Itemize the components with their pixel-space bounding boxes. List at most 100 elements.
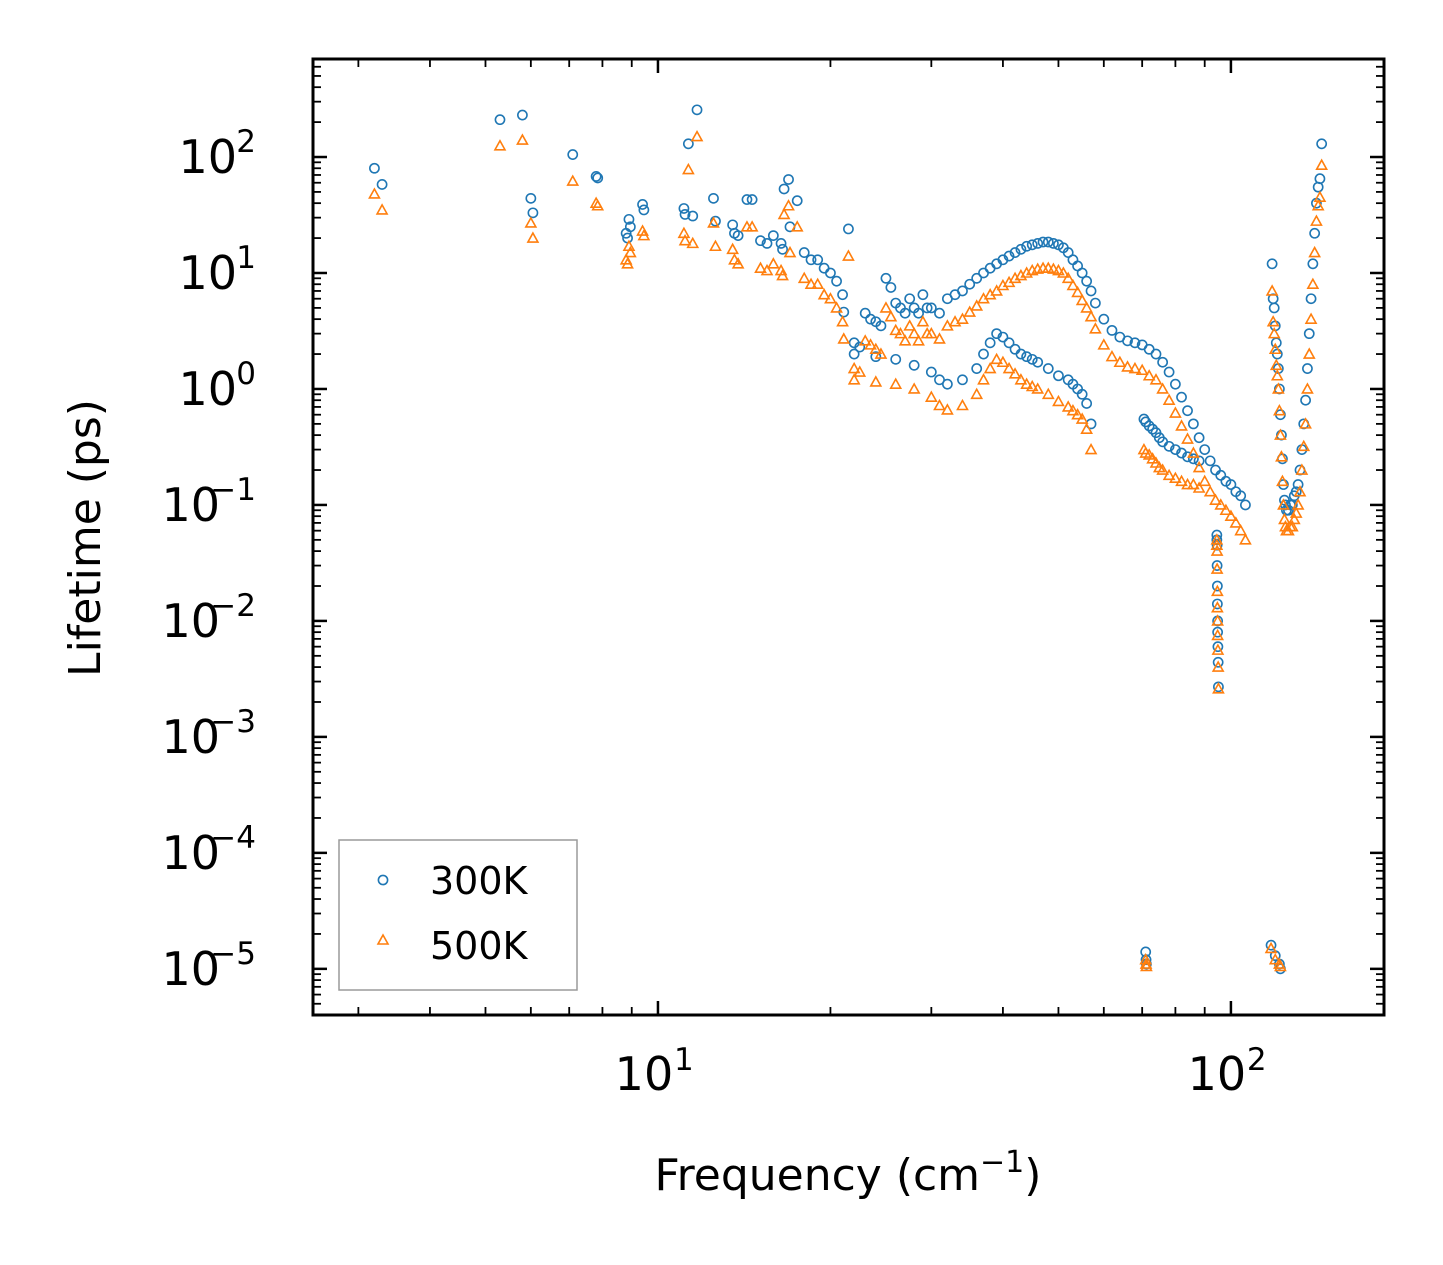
point-300K	[880, 272, 892, 284]
point-300K	[865, 313, 876, 325]
point-300K	[957, 285, 968, 297]
point-300K	[984, 337, 996, 349]
point-300K	[964, 278, 976, 290]
point-500K	[990, 352, 1003, 365]
y-axis-title: Lifetime (ps)	[60, 399, 111, 677]
point-300K	[1143, 420, 1155, 432]
point-300K	[837, 289, 848, 301]
point-500K	[591, 199, 605, 211]
point-500K	[1020, 377, 1033, 389]
point-300K	[1187, 418, 1199, 430]
x-axis-title-close: )	[1024, 1150, 1041, 1201]
point-300K	[1211, 580, 1223, 592]
point-500K	[1266, 315, 1280, 327]
point-500K	[1234, 524, 1248, 536]
point-300K	[925, 366, 937, 378]
point-300K	[1042, 236, 1054, 248]
point-500K	[1066, 278, 1080, 291]
point-300K	[1048, 237, 1059, 249]
point-500K	[1162, 393, 1176, 406]
point-500K	[690, 129, 704, 142]
legend-marker-500K	[376, 933, 390, 945]
point-300K	[638, 204, 650, 216]
point-500K	[879, 301, 893, 313]
point-300K	[1307, 258, 1319, 270]
point-300K	[1015, 348, 1027, 360]
point-300K	[1268, 302, 1280, 314]
point-500K	[970, 387, 984, 400]
point-500K	[916, 315, 930, 327]
y-tick-label: 10	[178, 362, 237, 416]
point-300K	[637, 199, 648, 210]
point-300K	[1067, 254, 1079, 266]
point-300K	[1212, 626, 1224, 638]
point-300K	[1147, 423, 1159, 435]
point-500K	[1210, 544, 1224, 556]
point-300K	[1300, 394, 1311, 406]
point-300K	[1169, 444, 1181, 456]
point-300K	[1187, 453, 1199, 465]
point-500K	[1277, 498, 1290, 510]
point-500K	[1061, 271, 1075, 284]
legend-label-300K: 300K	[430, 859, 529, 903]
point-500K	[678, 234, 692, 246]
point-500K	[754, 261, 767, 273]
point-300K	[1303, 328, 1315, 340]
point-500K	[1008, 367, 1022, 379]
legend-frame	[338, 839, 578, 991]
point-300K	[624, 221, 636, 233]
point-300K	[1265, 939, 1277, 951]
y-tick-label-exponent: −2	[210, 588, 256, 624]
point-500K	[1289, 506, 1303, 518]
point-300K	[1009, 247, 1021, 258]
point-500K	[623, 245, 637, 258]
point-300K	[494, 114, 506, 126]
point-300K	[525, 192, 537, 204]
plot-area-frame	[311, 57, 1386, 1017]
point-500K	[1156, 463, 1169, 475]
point-300K	[755, 235, 766, 247]
point-500K	[817, 288, 831, 300]
point-300K	[1309, 227, 1321, 239]
point-300K	[1150, 348, 1162, 360]
point-500K	[1084, 310, 1098, 322]
point-500K	[1156, 382, 1169, 394]
point-500K	[777, 207, 791, 220]
point-500K	[1270, 369, 1284, 381]
point-300K	[1021, 351, 1033, 363]
point-500K	[1276, 474, 1289, 487]
point-500K	[924, 326, 938, 339]
data-markers	[368, 104, 1329, 975]
point-500K	[1310, 214, 1323, 226]
point-300K	[1302, 363, 1313, 374]
point-300K	[971, 272, 983, 284]
point-300K	[1314, 173, 1326, 185]
point-500K	[1203, 485, 1217, 497]
y-tick-label: 10	[161, 594, 220, 648]
point-300K	[843, 223, 854, 235]
point-500K	[1097, 338, 1111, 350]
point-300K	[1210, 464, 1221, 476]
point-300K	[875, 320, 887, 332]
point-300K	[777, 243, 788, 255]
y-tick-label-exponent: −4	[210, 820, 256, 856]
point-500K	[1224, 509, 1238, 521]
point-300K	[1215, 469, 1227, 481]
point-300K	[1169, 378, 1181, 390]
point-500K	[864, 338, 877, 350]
point-500K	[1291, 498, 1305, 510]
y-tick-label-exponent: 2	[236, 124, 256, 160]
point-300K	[1140, 946, 1152, 958]
point-500K	[842, 249, 855, 261]
point-500K	[1113, 355, 1127, 368]
point-500K	[956, 312, 969, 324]
point-500K	[1057, 266, 1070, 278]
point-500K	[1014, 373, 1028, 385]
point-300K	[1032, 237, 1044, 249]
point-500K	[1210, 562, 1224, 574]
point-500K	[858, 334, 872, 346]
point-300K	[1193, 455, 1205, 467]
point-500K	[1181, 432, 1194, 444]
point-300K	[921, 302, 933, 314]
